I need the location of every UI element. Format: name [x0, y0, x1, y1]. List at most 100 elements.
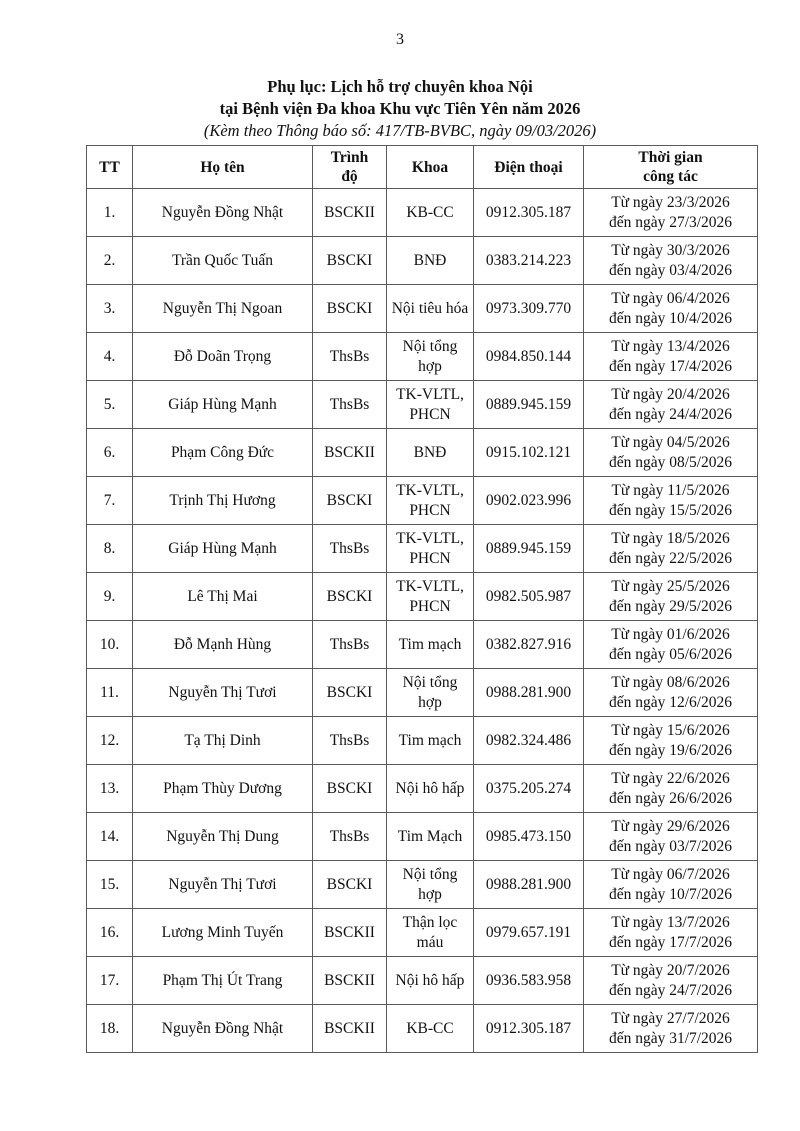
cell-phone: 0982.505.987 — [473, 572, 584, 621]
table-row: 13. Phạm Thùy Dương BSCKI Nội hô hấp 0375.20… — [86, 764, 758, 813]
cell-phone: 0889.945.159 — [473, 380, 584, 429]
table-row: 11. Nguyễn Thị Tươi BSCKI Nội tổng hợp 0988.… — [86, 668, 758, 717]
cell-name: Nguyễn Thị Dung — [132, 812, 313, 861]
cell-time: Từ ngày 01/6/2026 đến ngày 05/6/2026 — [583, 620, 758, 669]
cell-degree: ThsBs — [312, 716, 387, 765]
table-row: 6. Phạm Công Đức BSCKII BNĐ 0915.102.121 Từ n… — [86, 428, 758, 477]
cell-dept: Nội tổng hợp — [386, 332, 474, 381]
cell-tt: 2. — [86, 236, 133, 285]
cell-degree: ThsBs — [312, 524, 387, 573]
cell-degree: BSCKI — [312, 860, 387, 909]
cell-tt: 18. — [86, 1004, 133, 1053]
table-row: 2. Trần Quốc Tuấn BSCKI BNĐ 0383.214.223 Từ n… — [86, 236, 758, 285]
cell-name: Giáp Hùng Mạnh — [132, 380, 313, 429]
cell-name: Nguyễn Thị Ngoan — [132, 284, 313, 333]
cell-time: Từ ngày 06/7/2026 đến ngày 10/7/2026 — [583, 860, 758, 909]
cell-tt: 7. — [86, 476, 133, 525]
cell-name: Phạm Thùy Dương — [132, 764, 313, 813]
table-row: 3. Nguyễn Thị Ngoan BSCKI Nội tiêu hóa 0973.… — [86, 284, 758, 333]
cell-dept: Nội hô hấp — [386, 764, 474, 813]
table-row: 5. Giáp Hùng Mạnh ThsBs TK-VLTL, PHCN 0889.9… — [86, 380, 758, 429]
cell-dept: BNĐ — [386, 236, 474, 285]
cell-name: Phạm Công Đức — [132, 428, 313, 477]
cell-degree: ThsBs — [312, 812, 387, 861]
cell-phone: 0382.827.916 — [473, 620, 584, 669]
header-row: TT Họ tên Trình độ Khoa Điện thoại Thời … — [86, 145, 758, 189]
cell-phone: 0985.473.150 — [473, 812, 584, 861]
cell-degree: BSCKII — [312, 908, 387, 957]
cell-name: Lê Thị Mai — [132, 572, 313, 621]
cell-dept: TK-VLTL, PHCN — [386, 524, 474, 573]
cell-dept: TK-VLTL, PHCN — [386, 572, 474, 621]
table-row: 9. Lê Thị Mai BSCKI TK-VLTL, PHCN 0982.505.9… — [86, 572, 758, 621]
table-row: 18. Nguyễn Đồng Nhật BSCKII KB-CC 0912.305.1… — [86, 1004, 758, 1053]
cell-degree: BSCKII — [312, 428, 387, 477]
cell-tt: 3. — [86, 284, 133, 333]
cell-time: Từ ngày 11/5/2026 đến ngày 15/5/2026 — [583, 476, 758, 525]
cell-tt: 9. — [86, 572, 133, 621]
cell-name: Nguyễn Đồng Nhật — [132, 1004, 313, 1053]
cell-time: Từ ngày 15/6/2026 đến ngày 19/6/2026 — [583, 716, 758, 765]
table-row: 17. Phạm Thị Út Trang BSCKII Nội hô hấp 0936… — [86, 956, 758, 1005]
cell-dept: Nội tổng hợp — [386, 668, 474, 717]
cell-dept: Tim Mạch — [386, 812, 474, 861]
cell-degree: BSCKII — [312, 188, 387, 237]
cell-name: Trần Quốc Tuấn — [132, 236, 313, 285]
cell-degree: ThsBs — [312, 380, 387, 429]
cell-degree: BSCKII — [312, 1004, 387, 1053]
title-attachment-note: (Kèm theo Thông báo số: 417/TB-BVBC, ngà… — [203, 121, 597, 140]
cell-phone: 0988.281.900 — [473, 668, 584, 717]
table-row: 14. Nguyễn Thị Dung ThsBs Tim Mạch 0985.473.… — [86, 812, 758, 861]
header-name: Họ tên — [132, 145, 313, 189]
cell-dept: Nội tổng hợp — [386, 860, 474, 909]
schedule-table: TT Họ tên Trình độ Khoa Điện thoại Thời … — [86, 145, 758, 1053]
cell-phone: 0383.214.223 — [473, 236, 584, 285]
cell-phone: 0902.023.996 — [473, 476, 584, 525]
cell-dept: Nội tiêu hóa — [386, 284, 474, 333]
document-title: Phụ lục: Lịch hỗ trợ chuyên khoa Nội tại… — [0, 76, 800, 142]
cell-dept: Thận lọc máu — [386, 908, 474, 957]
cell-phone: 0982.324.486 — [473, 716, 584, 765]
header-degree: Trình độ — [312, 145, 387, 189]
cell-time: Từ ngày 22/6/2026 đến ngày 26/6/2026 — [583, 764, 758, 813]
cell-degree: BSCKI — [312, 764, 387, 813]
title-line-2: tại Bệnh viện Đa khoa Khu vực Tiên Yên n… — [219, 99, 581, 118]
cell-tt: 15. — [86, 860, 133, 909]
cell-name: Tạ Thị Dinh — [132, 716, 313, 765]
cell-phone: 0912.305.187 — [473, 1004, 584, 1053]
page-number: 3 — [396, 31, 404, 48]
table-row: 16. Lương Minh Tuyến BSCKII Thận lọc máu 097… — [86, 908, 758, 957]
cell-phone: 0912.305.187 — [473, 188, 584, 237]
cell-phone: 0936.583.958 — [473, 956, 584, 1005]
cell-tt: 1. — [86, 188, 133, 237]
cell-tt: 4. — [86, 332, 133, 381]
cell-phone: 0889.945.159 — [473, 524, 584, 573]
cell-phone: 0988.281.900 — [473, 860, 584, 909]
cell-time: Từ ngày 08/6/2026 đến ngày 12/6/2026 — [583, 668, 758, 717]
cell-time: Từ ngày 20/7/2026 đến ngày 24/7/2026 — [583, 956, 758, 1005]
table-row: 1. Nguyễn Đồng Nhật BSCKII KB-CC 0912.305.18… — [86, 188, 758, 237]
cell-phone: 0979.657.191 — [473, 908, 584, 957]
cell-tt: 5. — [86, 380, 133, 429]
cell-tt: 13. — [86, 764, 133, 813]
cell-dept: Tim mạch — [386, 716, 474, 765]
cell-phone: 0375.205.274 — [473, 764, 584, 813]
table-row: 4. Đỗ Doãn Trọng ThsBs Nội tổng hợp 0984.850… — [86, 332, 758, 381]
table-row: 12. Tạ Thị Dinh ThsBs Tim mạch 0982.324.486 T… — [86, 716, 758, 765]
cell-name: Nguyễn Thị Tươi — [132, 668, 313, 717]
cell-time: Từ ngày 25/5/2026 đến ngày 29/5/2026 — [583, 572, 758, 621]
cell-degree: ThsBs — [312, 332, 387, 381]
cell-name: Đỗ Mạnh Hùng — [132, 620, 313, 669]
cell-degree: BSCKI — [312, 572, 387, 621]
cell-tt: 11. — [86, 668, 133, 717]
cell-dept: BNĐ — [386, 428, 474, 477]
header-time: Thời gian công tác — [583, 145, 758, 189]
cell-time: Từ ngày 20/4/2026 đến ngày 24/4/2026 — [583, 380, 758, 429]
cell-time: Từ ngày 18/5/2026 đến ngày 22/5/2026 — [583, 524, 758, 573]
cell-dept: TK-VLTL, PHCN — [386, 476, 474, 525]
cell-tt: 8. — [86, 524, 133, 573]
header-tt: TT — [86, 145, 133, 189]
cell-dept: Nội hô hấp — [386, 956, 474, 1005]
cell-time: Từ ngày 06/4/2026 đến ngày 10/4/2026 — [583, 284, 758, 333]
cell-degree: BSCKII — [312, 956, 387, 1005]
